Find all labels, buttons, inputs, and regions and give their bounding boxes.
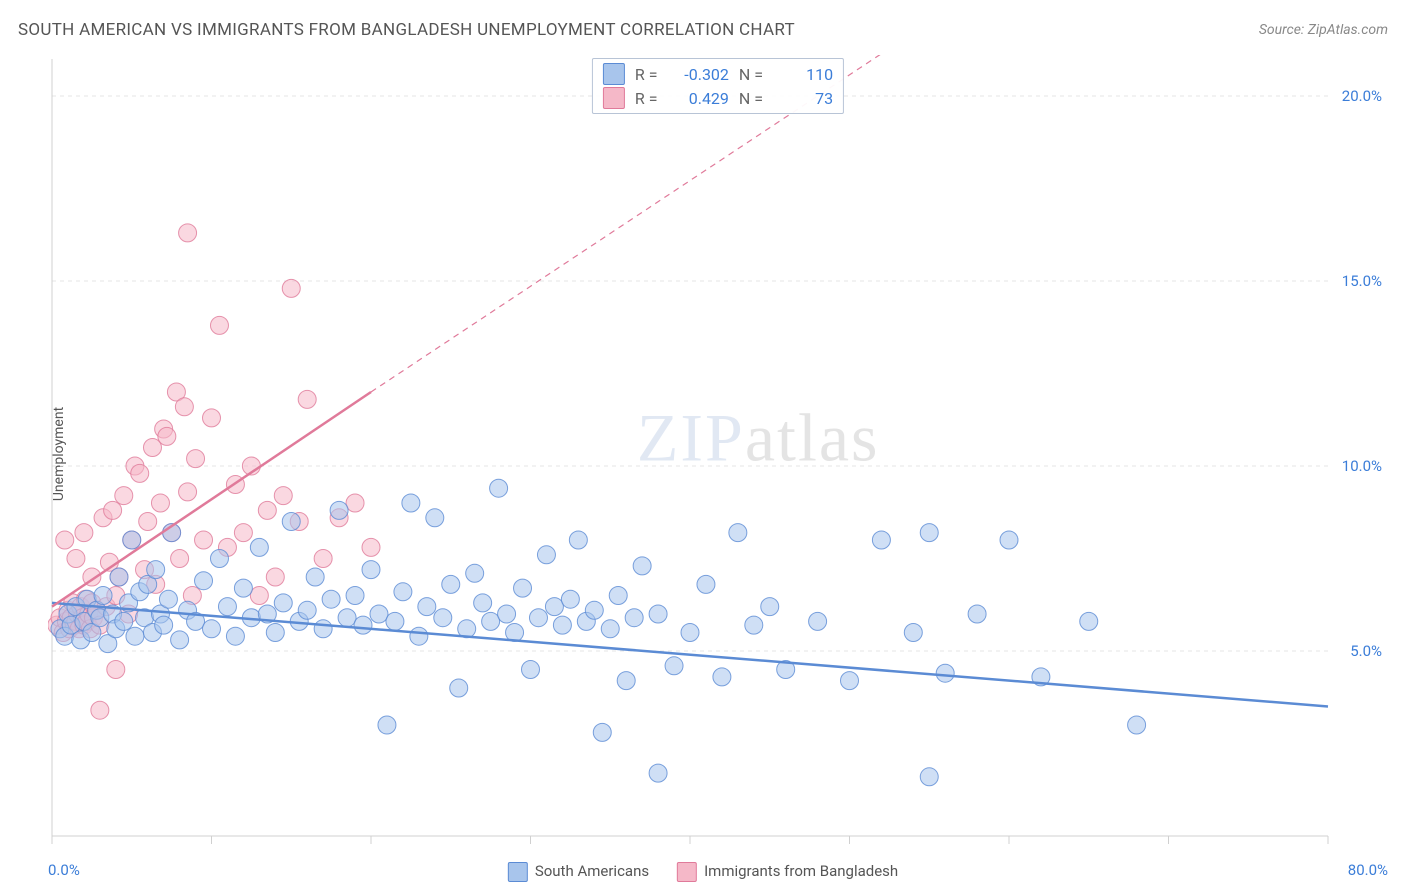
n-value-1: 110 (773, 65, 833, 84)
n-label: N = (739, 65, 763, 84)
stats-row-2: R = 0.429 N = 73 (603, 86, 833, 110)
n-label: N = (739, 89, 763, 108)
source-label: Source: ZipAtlas.com (1259, 22, 1388, 38)
legend-label-2: Immigrants from Bangladesh (704, 862, 898, 880)
legend-label-1: South Americans (535, 862, 649, 880)
svg-text:20.0%: 20.0% (1342, 87, 1382, 105)
r-label: R = (635, 65, 659, 84)
r-value-2: 0.429 (669, 89, 729, 108)
series-legend: South Americans Immigrants from Banglade… (508, 862, 898, 882)
svg-text:5.0%: 5.0% (1350, 642, 1382, 660)
legend-swatch-1 (508, 862, 528, 882)
legend-item-1: South Americans (508, 862, 649, 882)
x-min-label: 0.0% (48, 861, 80, 879)
r-label: R = (635, 89, 659, 108)
scatter-plot: 5.0% 10.0% 15.0% 20.0% (48, 55, 1388, 852)
r-value-1: -0.302 (669, 65, 729, 84)
header: SOUTH AMERICAN VS IMMIGRANTS FROM BANGLA… (18, 20, 1388, 40)
stats-swatch-1 (603, 63, 625, 85)
stats-swatch-2 (603, 87, 625, 109)
x-max-label: 80.0% (1348, 861, 1388, 879)
legend-swatch-2 (677, 862, 697, 882)
svg-text:15.0%: 15.0% (1342, 272, 1382, 290)
stats-row-1: R = -0.302 N = 110 (603, 62, 833, 86)
legend-item-2: Immigrants from Bangladesh (677, 862, 898, 882)
svg-text:10.0%: 10.0% (1342, 457, 1382, 475)
stats-legend: R = -0.302 N = 110 R = 0.429 N = 73 (592, 58, 844, 114)
chart-area: Unemployment R = -0.302 N = 110 R = 0.42… (48, 55, 1388, 852)
chart-title: SOUTH AMERICAN VS IMMIGRANTS FROM BANGLA… (18, 20, 795, 40)
n-value-2: 73 (773, 89, 833, 108)
